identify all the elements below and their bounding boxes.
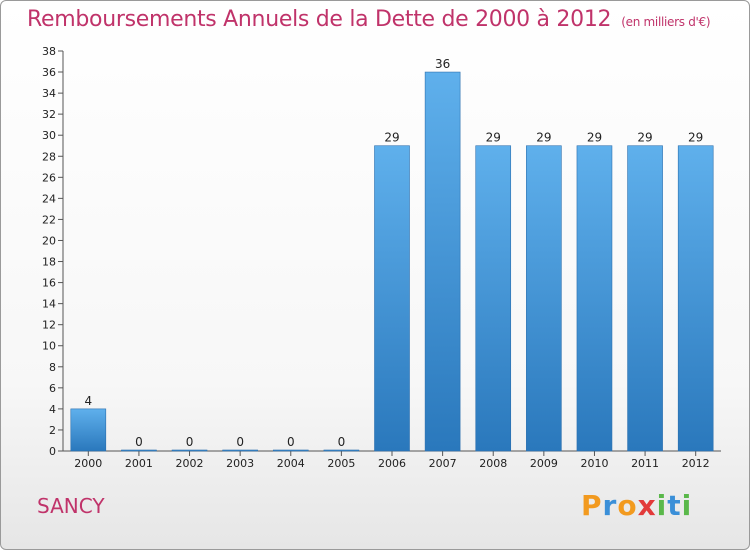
bar — [222, 449, 258, 452]
bar — [424, 71, 461, 452]
bar-value-label: 4 — [84, 394, 92, 408]
bar-value-label: 29 — [384, 131, 399, 145]
bar-value-label: 0 — [236, 435, 244, 449]
bar — [526, 145, 562, 452]
logo-letter: r — [602, 489, 618, 522]
y-tick-label: 2 — [49, 424, 56, 437]
y-tick-label: 12 — [42, 319, 56, 332]
x-tick-label: 2009 — [530, 457, 558, 470]
chart-unit: (en milliers d'€) — [621, 15, 711, 29]
x-tick-label: 2011 — [631, 457, 659, 470]
bar-value-label: 0 — [338, 435, 346, 449]
y-tick-label: 18 — [42, 256, 56, 269]
y-tick-label: 24 — [42, 192, 56, 205]
bar-value-label: 29 — [587, 131, 602, 145]
x-tick-label: 2003 — [226, 457, 254, 470]
y-tick-label: 0 — [49, 445, 56, 458]
x-tick-label: 2007 — [429, 457, 457, 470]
commune-name: SANCY — [37, 494, 105, 518]
bar-value-label: 0 — [135, 435, 143, 449]
bar — [121, 449, 157, 452]
bar-value-label: 0 — [287, 435, 295, 449]
y-tick-label: 26 — [42, 171, 56, 184]
bar — [677, 145, 714, 452]
bar — [576, 145, 613, 452]
bar-value-label: 36 — [435, 57, 450, 71]
bar — [272, 449, 309, 452]
logo-letter: o — [617, 489, 638, 522]
x-tick-label: 2006 — [378, 457, 406, 470]
bar-value-label: 0 — [186, 435, 194, 449]
x-tick-label: 2001 — [125, 457, 153, 470]
y-tick-label: 28 — [42, 150, 56, 163]
proxiti-logo[interactable]: Proxiti — [581, 489, 692, 522]
y-tick-label: 36 — [42, 66, 56, 79]
chart-title: Remboursements Annuels de la Dette de 20… — [27, 7, 711, 32]
logo-letter: P — [581, 489, 603, 522]
x-tick-label: 2008 — [479, 457, 507, 470]
bar-value-label: 29 — [637, 131, 652, 145]
chart-title-text: Remboursements Annuels de la Dette de 20… — [27, 7, 612, 32]
bar-value-label: 29 — [688, 131, 703, 145]
y-tick-label: 22 — [42, 213, 56, 226]
bar — [627, 145, 663, 452]
y-tick-label: 14 — [42, 298, 56, 311]
y-tick-label: 8 — [49, 361, 56, 374]
logo-letter: i — [656, 489, 668, 522]
bar — [171, 449, 208, 452]
logo-letter: i — [681, 489, 693, 522]
x-tick-label: 2004 — [277, 457, 305, 470]
bar — [374, 145, 410, 452]
x-tick-label: 2002 — [176, 457, 204, 470]
y-tick-label: 32 — [42, 108, 56, 121]
x-tick-label: 2010 — [580, 457, 608, 470]
y-tick-label: 38 — [42, 45, 56, 58]
bar — [70, 408, 107, 452]
y-tick-label: 20 — [42, 234, 56, 247]
bar-value-label: 29 — [536, 131, 551, 145]
y-tick-label: 30 — [42, 129, 56, 142]
bar — [475, 145, 512, 452]
bar-value-label: 29 — [486, 131, 501, 145]
y-tick-label: 4 — [49, 403, 56, 416]
x-tick-label: 2012 — [682, 457, 710, 470]
x-tick-label: 2000 — [74, 457, 102, 470]
y-tick-label: 34 — [42, 87, 56, 100]
logo-letter: t — [667, 489, 682, 522]
y-tick-label: 6 — [49, 382, 56, 395]
y-tick-label: 10 — [42, 340, 56, 353]
x-tick-label: 2005 — [327, 457, 355, 470]
y-tick-label: 16 — [42, 277, 56, 290]
logo-letter: x — [637, 489, 657, 522]
bar — [323, 449, 360, 452]
